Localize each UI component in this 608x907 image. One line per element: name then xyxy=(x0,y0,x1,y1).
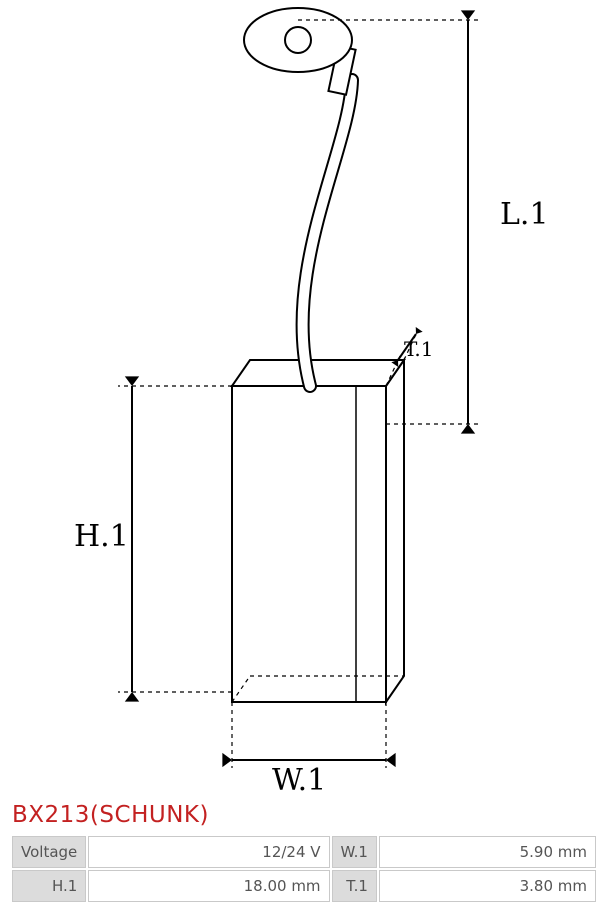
svg-text:H.1: H.1 xyxy=(74,519,129,554)
spec-label: T.1 xyxy=(332,870,377,902)
spec-value: 5.90 mm xyxy=(379,836,596,868)
spec-value: 18.00 mm xyxy=(88,870,329,902)
technical-drawing: L.1 H.1 W.1 T.1 xyxy=(0,0,608,798)
spec-value: 3.80 mm xyxy=(379,870,596,902)
spec-value: 12/24 V xyxy=(88,836,329,868)
spec-table: Voltage12/24 VW.15.90 mmH.118.00 mmT.13.… xyxy=(0,834,608,904)
product-title: BX213(SCHUNK) xyxy=(0,798,608,834)
table-row: Voltage12/24 VW.15.90 mm xyxy=(12,836,596,868)
drawing-svg: L.1 H.1 W.1 T.1 xyxy=(0,0,608,798)
spec-label: Voltage xyxy=(12,836,86,868)
spec-label: H.1 xyxy=(12,870,86,902)
svg-text:T.1: T.1 xyxy=(404,337,433,361)
svg-text:W.1: W.1 xyxy=(272,763,326,798)
svg-text:L.1: L.1 xyxy=(500,197,549,232)
table-row: H.118.00 mmT.13.80 mm xyxy=(12,870,596,902)
spec-label: W.1 xyxy=(332,836,377,868)
